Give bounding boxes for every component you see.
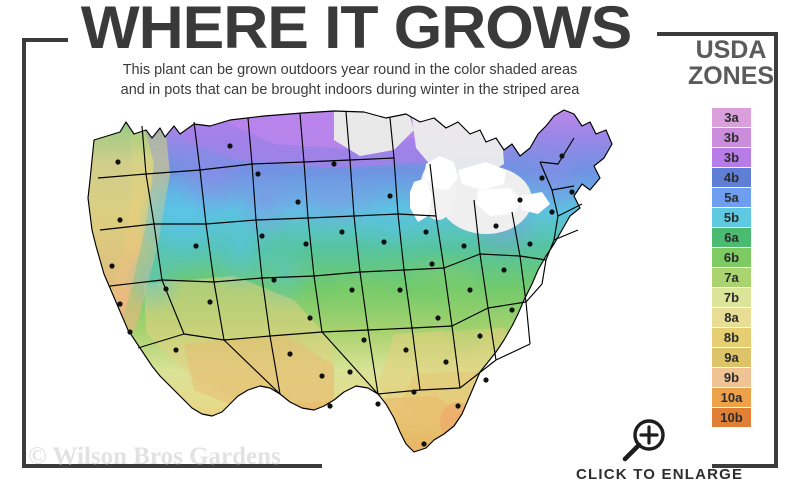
zone-swatch-label: 9a [724,350,739,365]
zone-swatch-10a-14: 10a [712,388,751,408]
zone-swatch-label: 8b [723,330,740,345]
zone-swatch-10b-15: 10b [712,408,751,428]
zone-swatch-5b-5: 5b [712,208,751,228]
zone-swatch-7b-9: 7b [712,288,751,308]
zone-swatch-4b-3: 4b [712,168,751,188]
zone-swatch-label: 3b [723,130,740,145]
zone-swatch-8b-11: 8b [712,328,751,348]
zone-swatch-label: 9b [723,370,740,385]
usda-title-line-1: USDA [695,36,767,64]
zone-swatch-3a-0: 3a [712,108,751,128]
magnifier-plus-icon[interactable] [616,416,672,466]
zone-swatch-6a-6: 6a [712,228,751,248]
zone-swatch-label: 5a [724,190,739,205]
zone-swatch-6b-7: 6b [712,248,751,268]
usda-zone-legend: 3a 3b 3b 4b 5a 5b 6a 6b 7a 7b 8a 8b 9a 9b 10a 10b [712,108,751,428]
zone-swatch-label: 10b [720,410,743,425]
zone-swatch-label: 4b [723,170,740,185]
zone-swatch-label: 10a [720,390,743,405]
subtitle-line-1: This plant can be grown outdoors year ro… [122,62,578,78]
subtitle-line-2: and in pots that can be brought indoors … [120,82,580,98]
frame-border-right [774,32,778,468]
zone-swatch-label: 6b [723,250,740,265]
zone-swatch-label: 3a [724,110,739,125]
zone-swatch-label: 7a [724,270,739,285]
click-to-enlarge-label[interactable]: CLICK TO ENLARGE [576,466,744,483]
map-svg [34,104,654,459]
map-city-dots [109,143,575,447]
zone-swatch-9b-13: 9b [712,368,751,388]
frame-border-bottom-right [712,464,778,468]
watermark: © Wilson Bros Gardens [28,443,281,470]
zone-swatch-label: 8a [724,310,739,325]
frame-border-top-left [22,38,68,42]
zone-swatch-3b-2: 3b [712,148,751,168]
frame-border-bottom-left [22,464,322,468]
zone-swatch-7a-8: 7a [712,268,751,288]
zone-swatch-3b-1: 3b [712,128,751,148]
zone-swatch-9a-12: 9a [712,348,751,368]
zone-swatch-label: 5b [723,210,740,225]
frame-border-top-right [657,32,778,36]
zone-swatch-label: 3b [723,150,740,165]
usda-title-line-2: ZONES [687,62,775,90]
usda-zones-title: USDA ZONES [676,38,786,89]
map-outlines [87,109,613,453]
zone-swatch-label: 6a [724,230,739,245]
usda-zone-map[interactable] [34,104,654,459]
zone-swatch-8a-10: 8a [712,308,751,328]
zone-swatch-5a-4: 5a [712,188,751,208]
page-subtitle: This plant can be grown outdoors year ro… [40,60,660,100]
zone-swatch-label: 7b [723,290,740,305]
page-title: WHERE IT GROWS [80,0,633,61]
frame-border-left [22,38,26,468]
